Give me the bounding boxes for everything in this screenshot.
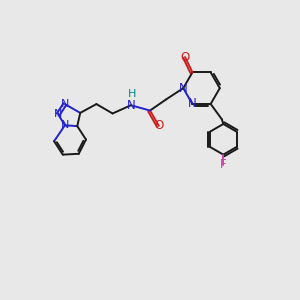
- Text: O: O: [180, 50, 190, 64]
- Text: H: H: [128, 89, 136, 99]
- Text: N: N: [188, 98, 197, 110]
- Text: O: O: [154, 119, 164, 132]
- Text: N: N: [127, 99, 135, 112]
- Text: N: N: [61, 120, 69, 130]
- Text: F: F: [220, 158, 226, 171]
- Text: N: N: [54, 110, 62, 119]
- Text: N: N: [179, 82, 188, 95]
- Text: N: N: [61, 99, 69, 109]
